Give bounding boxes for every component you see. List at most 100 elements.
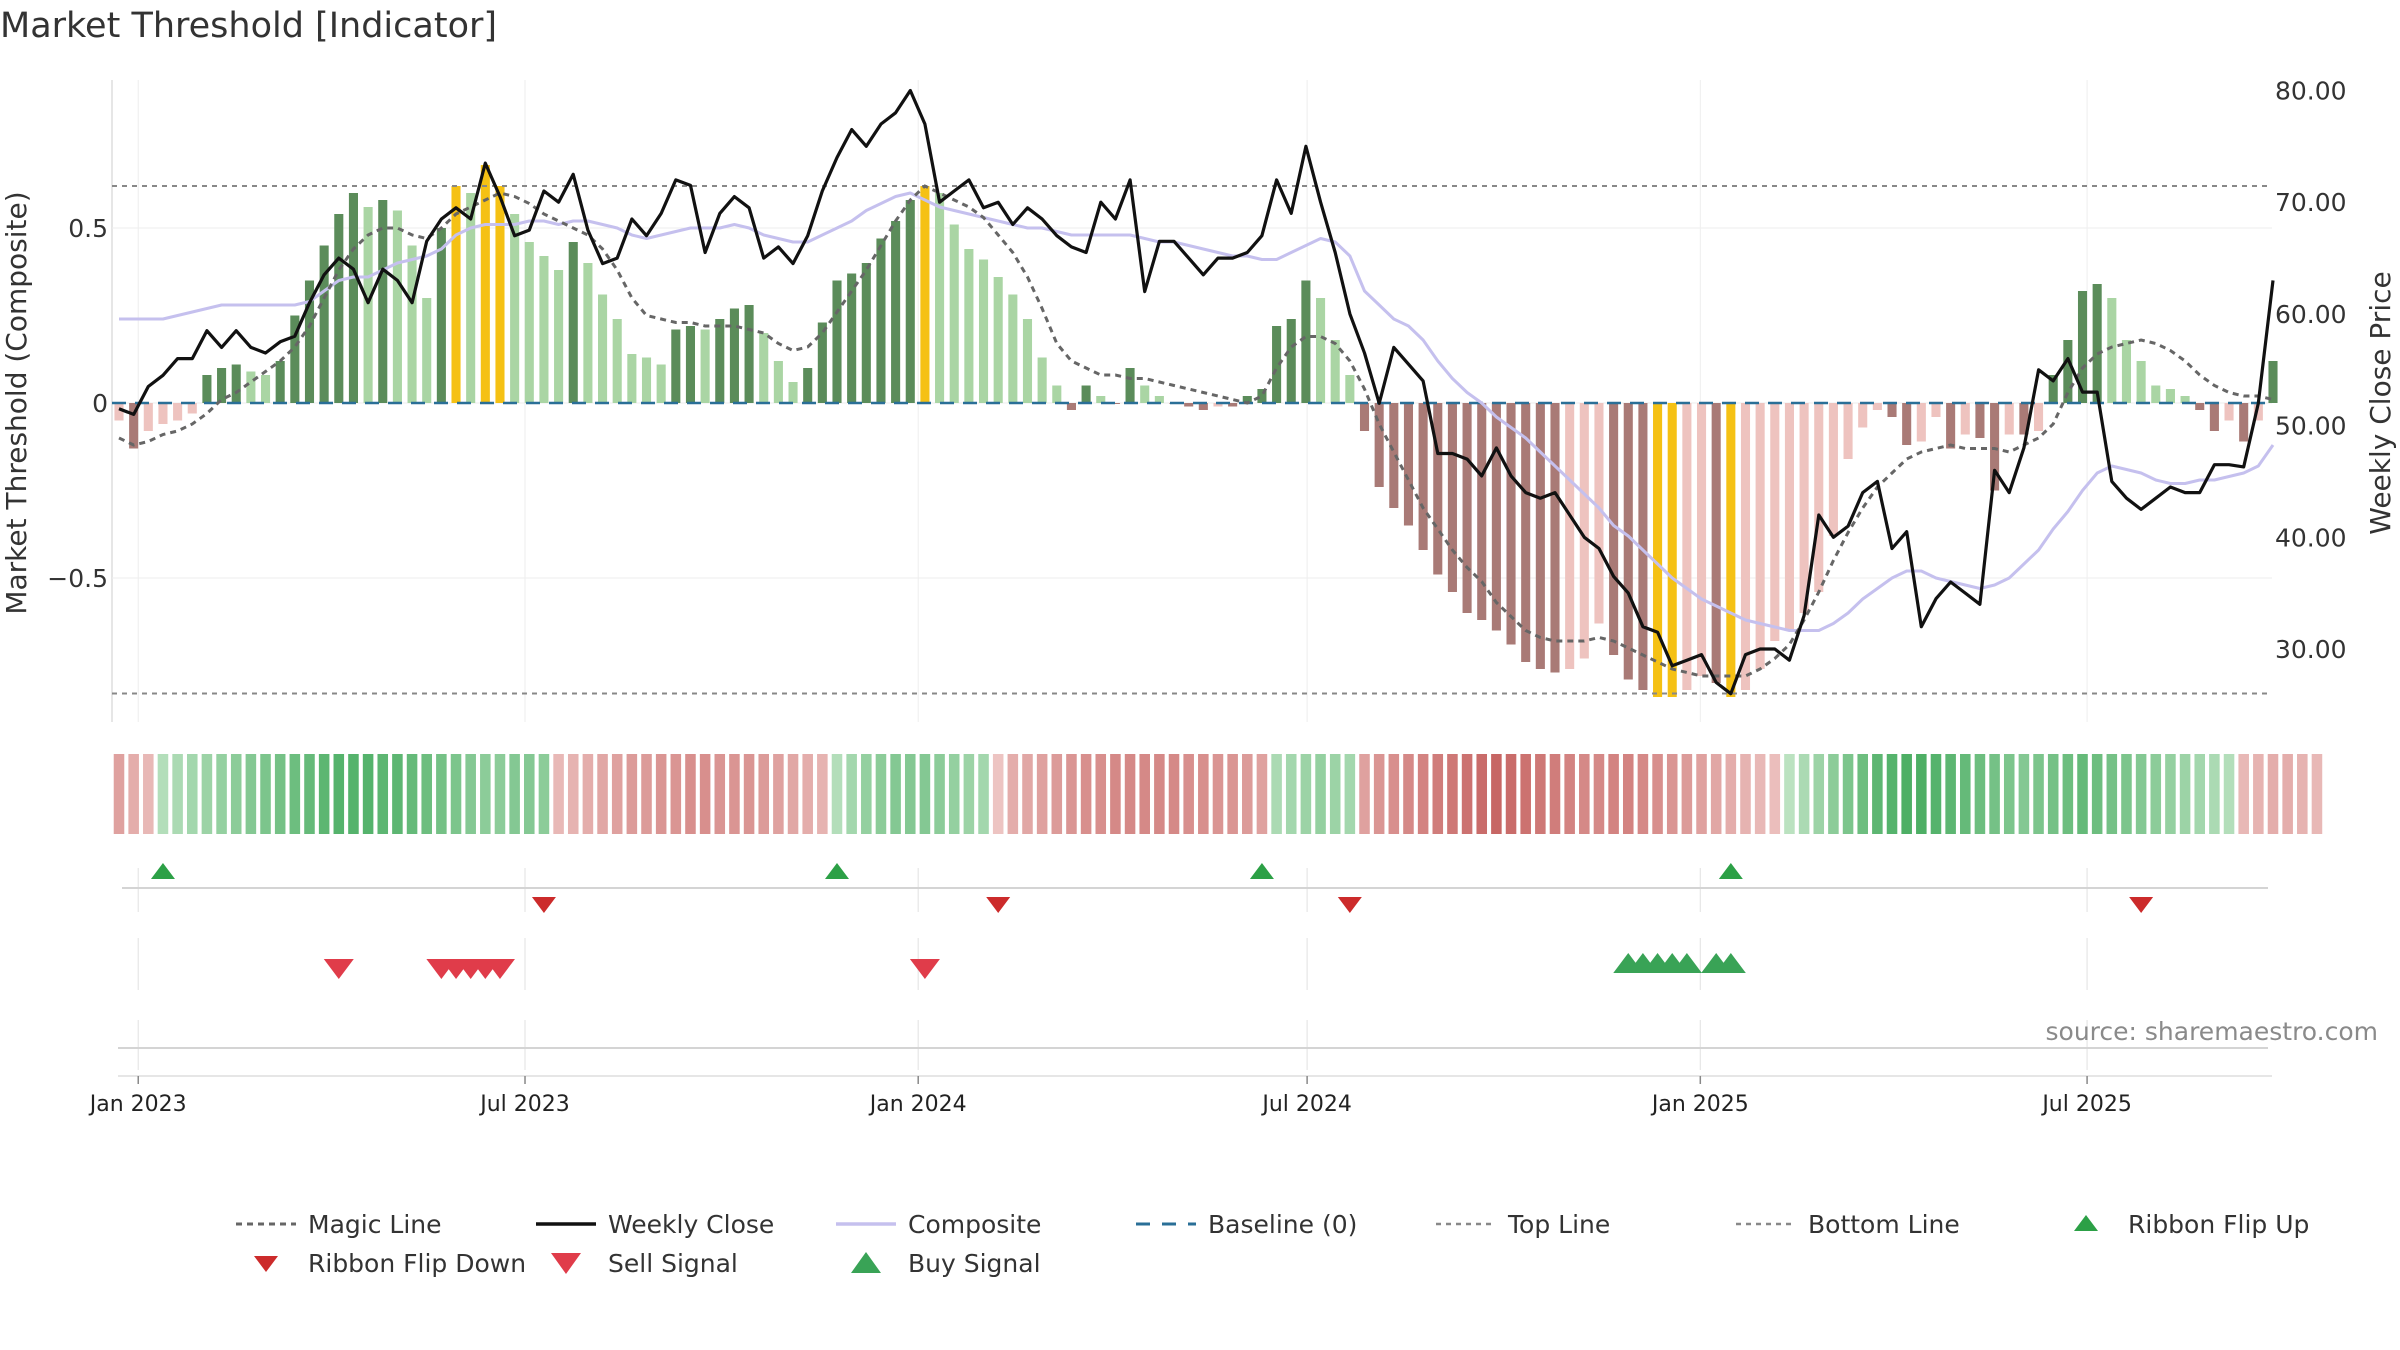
composite-bar xyxy=(1931,403,1941,417)
ribbon-cell xyxy=(1813,754,1825,834)
composite-bar xyxy=(715,319,725,403)
y-tick-label: 0 xyxy=(92,389,108,418)
source-credit: source: sharemaestro.com xyxy=(2046,1017,2379,1046)
ribbon-cell xyxy=(113,754,125,834)
composite-bar xyxy=(202,375,212,403)
ribbon-cell xyxy=(1622,754,1634,834)
composite-bar xyxy=(436,228,446,403)
ribbon-cell xyxy=(143,754,154,834)
composite-bar xyxy=(1946,403,1956,449)
ribbon-cell xyxy=(2018,754,2030,834)
composite-bar xyxy=(685,326,696,403)
ribbon-cell xyxy=(1168,754,1180,834)
composite-bar xyxy=(1506,403,1516,645)
composite-bar xyxy=(1213,403,1223,407)
composite-bar xyxy=(759,333,769,403)
legend-item-flipdown: Ribbon Flip Down xyxy=(254,1249,526,1278)
ribbon-cell xyxy=(1124,754,1136,834)
composite-bar xyxy=(1535,403,1545,669)
ribbon-cell xyxy=(392,754,403,834)
composite-bar xyxy=(1623,403,1633,680)
ribbon-cell xyxy=(1798,754,1810,834)
ribbon-cell xyxy=(1110,754,1121,834)
ribbon-cell xyxy=(1198,754,1209,834)
date-axis: Jan 2023 Jul 2023 Jan 2024 Jul 2024 Jan 2025… xyxy=(88,1075,2272,1117)
ribbon-cell xyxy=(1344,754,1356,834)
composite-bar xyxy=(1638,403,1648,690)
ribbon-flip-up-marker xyxy=(1249,863,1274,879)
y-tick-label: −0.5 xyxy=(47,564,108,593)
legend-sell-swatch xyxy=(551,1253,581,1274)
ribbon-cell xyxy=(2062,754,2074,834)
composite-bar xyxy=(700,329,710,403)
ribbon-cell xyxy=(1212,754,1224,834)
composite-bar xyxy=(978,259,989,403)
ribbon-cell xyxy=(333,754,345,834)
composite-bar xyxy=(1491,403,1501,631)
ribbon-cell xyxy=(861,754,872,834)
ribbon-cell xyxy=(450,754,462,834)
sell-signal-marker xyxy=(909,959,940,979)
x-tick-label: Jul 2024 xyxy=(1260,1092,1352,1117)
ribbon-cell xyxy=(1754,754,1766,834)
composite-bar xyxy=(2019,403,2029,435)
legend-label: Weekly Close xyxy=(608,1210,774,1239)
composite-bar xyxy=(2077,291,2088,403)
ribbon-cell xyxy=(1373,754,1385,834)
ribbon-cell xyxy=(846,754,857,834)
ribbon-cell xyxy=(1315,754,1326,834)
legend-label: Composite xyxy=(908,1210,1041,1239)
composite-bar xyxy=(847,273,857,403)
composite-bar xyxy=(1799,403,1809,613)
ribbon-cell xyxy=(1403,754,1414,834)
ribbon-cell xyxy=(1256,754,1268,834)
composite-bar xyxy=(1359,403,1370,431)
legend-flip-up-swatch xyxy=(2074,1215,2098,1231)
composite-bar xyxy=(964,249,974,403)
composite-bar xyxy=(1418,403,1428,550)
composite-bar xyxy=(2253,403,2263,421)
composite-bar xyxy=(1345,375,1355,403)
composite-bar xyxy=(2107,298,2117,403)
ribbon-cell xyxy=(1681,754,1693,834)
composite-bar xyxy=(2165,389,2175,403)
composite-bar xyxy=(1594,403,1604,624)
legend-label: Top Line xyxy=(1507,1210,1610,1239)
composite-bar xyxy=(1784,403,1794,631)
composite-bar xyxy=(1653,403,1663,697)
ribbon-cell xyxy=(1857,754,1868,834)
buy-signal-marker xyxy=(1671,953,1702,973)
ribbon-cell xyxy=(230,754,242,834)
ribbon-cell xyxy=(289,754,301,834)
composite-bar xyxy=(510,214,520,403)
composite-bar xyxy=(1228,403,1238,407)
ribbon-cell xyxy=(1080,754,1092,834)
ribbon-cell xyxy=(157,754,169,834)
composite-bar xyxy=(1565,403,1575,669)
ribbon-cell xyxy=(245,754,257,834)
composite-bar xyxy=(2151,385,2161,403)
composite-bar xyxy=(1682,403,1692,690)
legend-label: Sell Signal xyxy=(608,1249,738,1278)
composite-bar xyxy=(1389,403,1399,508)
ribbon-cell xyxy=(1417,754,1429,834)
legend-label: Magic Line xyxy=(308,1210,442,1239)
composite-bar xyxy=(2048,375,2058,403)
ribbon-cell xyxy=(1432,754,1444,834)
composite-bar xyxy=(1770,403,1780,641)
composite-bar xyxy=(1022,319,1033,403)
y2-tick-label: 50.00 xyxy=(2275,412,2347,441)
ribbon-cell xyxy=(274,754,286,834)
ribbon-cell xyxy=(216,754,227,834)
composite-bar xyxy=(935,193,945,403)
composite-bar xyxy=(173,403,183,421)
ribbon-cell xyxy=(1872,754,1883,834)
composite-bar xyxy=(275,361,285,403)
composite-bar xyxy=(1990,403,2000,491)
y2-axis-title: Weekly Close Price xyxy=(2364,271,2397,534)
sell-signal-marker xyxy=(323,959,354,979)
composite-bar xyxy=(1403,403,1414,526)
ribbon-cell xyxy=(655,754,667,834)
ribbon-cell xyxy=(1329,754,1341,834)
ribbon-cell xyxy=(1666,754,1678,834)
